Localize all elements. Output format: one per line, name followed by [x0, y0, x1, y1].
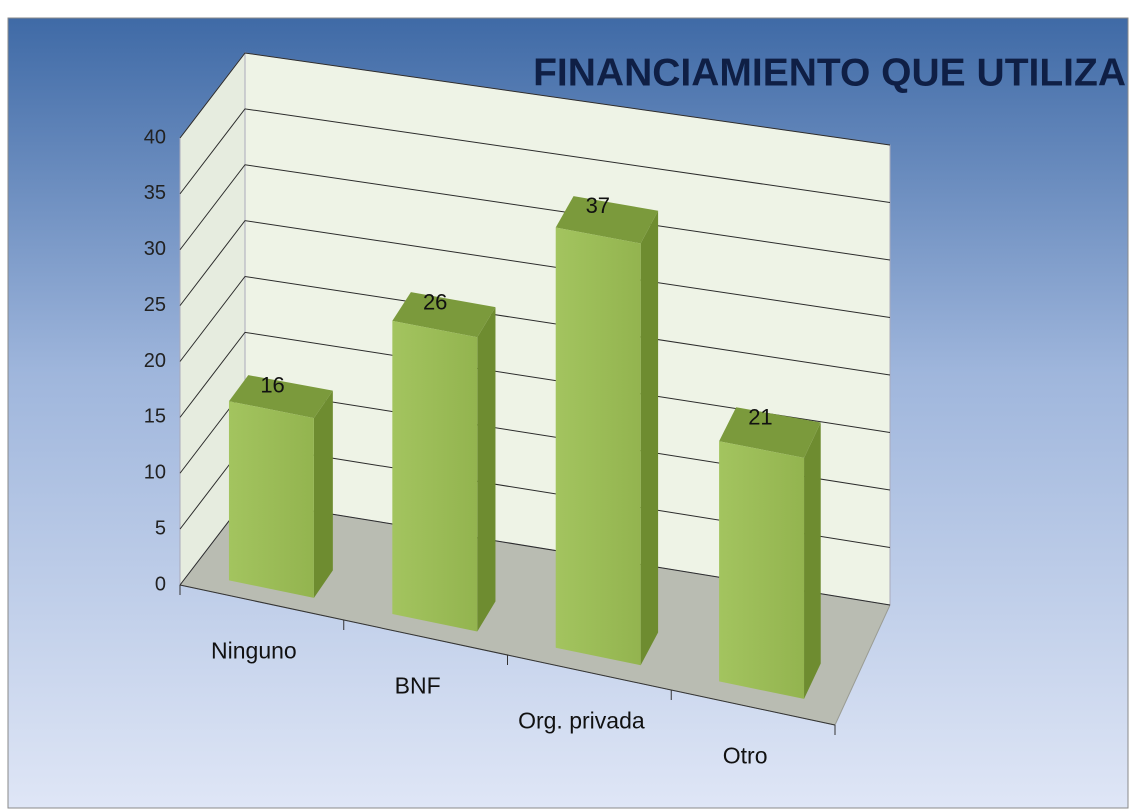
grid-line [179, 52, 891, 146]
bar-side [640, 210, 659, 666]
data-label: 37 [586, 193, 610, 218]
grid-line [179, 275, 891, 376]
bar-front [392, 320, 478, 632]
bar [392, 292, 496, 632]
y-tick-label: 30 [144, 238, 166, 260]
data-label: 21 [748, 405, 772, 430]
x-tick-label: BNF [395, 673, 441, 699]
data-label: 26 [423, 289, 447, 314]
data-label: 16 [260, 373, 284, 398]
y-tick-label: 0 [155, 573, 166, 595]
bar [719, 407, 821, 699]
bar [555, 196, 659, 666]
x-tick-label: Ninguno [211, 638, 297, 664]
bar-top [555, 196, 659, 244]
bar-top [719, 407, 821, 458]
bar [228, 375, 333, 598]
y-tick-label: 15 [144, 406, 166, 428]
grid-line [179, 331, 891, 433]
grid-line [179, 108, 891, 203]
bar-top [228, 375, 333, 419]
y-tick-label: 25 [144, 294, 166, 316]
x-tick-label: Otro [723, 743, 768, 769]
x-tick-label: Org. privada [518, 708, 645, 734]
y-tick-label: 5 [155, 517, 166, 539]
grid-line [179, 220, 891, 318]
bar-front [555, 227, 641, 666]
plot: 0 5 10 15 20 25 30 35 40 16 Ninguno 26 BNF 37 Org. pri… [144, 51, 891, 769]
bar-side [477, 307, 496, 632]
y-tick-label: 35 [144, 182, 166, 204]
bar-front [228, 401, 314, 598]
bar-top [392, 292, 496, 338]
bar-side [313, 390, 333, 598]
y-tick-label: 20 [144, 350, 166, 372]
bar-front [719, 441, 805, 699]
y-tick-label: 10 [144, 462, 166, 484]
bar-side [804, 422, 821, 699]
y-tick-label: 40 [144, 126, 166, 148]
chart-title: FINANCIAMIENTO QUE UTILIZA [533, 51, 1126, 94]
grid-line [179, 164, 891, 261]
